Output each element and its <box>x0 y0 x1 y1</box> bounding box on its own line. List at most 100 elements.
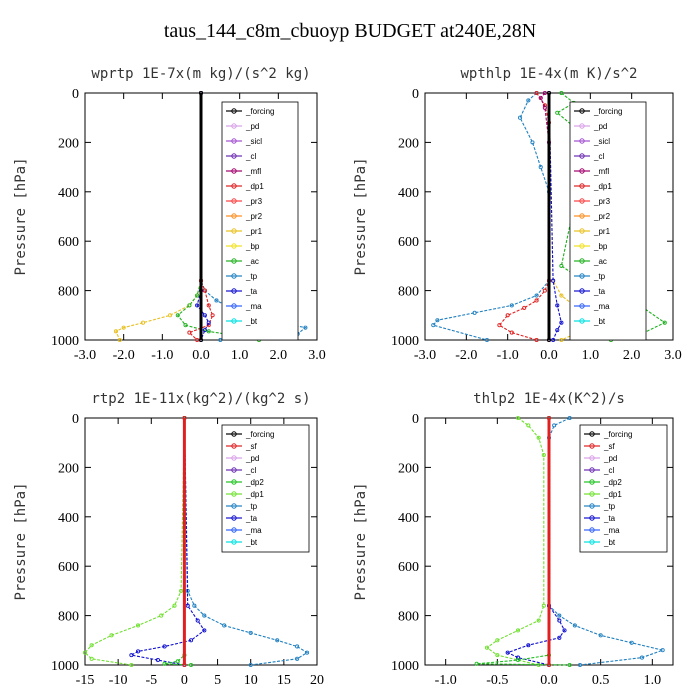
x-tick-label: 1.0 <box>231 348 249 363</box>
series-point <box>202 288 207 293</box>
series-line-dp1g <box>84 417 185 666</box>
series-point <box>534 293 539 298</box>
series-point <box>534 337 539 343</box>
series-point <box>195 303 200 308</box>
legend-marker <box>231 153 237 159</box>
series-point <box>562 628 567 633</box>
series-point <box>559 337 564 343</box>
y-tick-label: 0 <box>72 87 79 102</box>
legend-label: _ma <box>245 302 262 311</box>
legend-marker <box>579 228 585 234</box>
legend-label: _pr1 <box>245 227 263 236</box>
series-point <box>577 662 583 668</box>
series-point <box>515 628 521 633</box>
legend-label: _ma <box>603 526 620 535</box>
series-point <box>295 656 300 661</box>
series-point <box>639 655 645 660</box>
legend-marker <box>231 288 237 294</box>
legend-label: _ac <box>593 257 607 266</box>
x-tick-label: 1.0 <box>582 348 600 363</box>
series-point <box>552 423 557 428</box>
series-point <box>660 648 665 653</box>
series-line-tp <box>432 92 550 341</box>
legend-marker <box>231 243 237 249</box>
legend-marker <box>231 431 237 437</box>
series-point <box>518 115 523 120</box>
legend-label: _pr3 <box>593 197 611 206</box>
x-tick-label: -1.0 <box>497 348 519 363</box>
series-point <box>206 303 211 308</box>
x-tick-label: 0.0 <box>540 673 558 688</box>
legend-marker <box>231 168 237 174</box>
series-point <box>89 643 94 648</box>
series-point <box>135 649 141 654</box>
legend-marker <box>579 288 585 294</box>
series-point <box>559 293 564 298</box>
legend-marker <box>589 479 595 485</box>
series-point <box>183 323 188 328</box>
legend-label: _pr3 <box>245 197 263 206</box>
series-point <box>572 623 577 628</box>
y-tick-label: 1000 <box>51 334 79 349</box>
legend-label: _pd <box>593 122 607 131</box>
legend-marker <box>589 443 595 449</box>
legend-marker <box>579 258 585 264</box>
series-point <box>555 110 560 115</box>
series-point <box>526 98 531 103</box>
series-point <box>598 633 603 638</box>
legend-marker <box>231 303 237 309</box>
series-point <box>546 662 552 668</box>
series-point <box>495 653 500 658</box>
y-tick-label: 400 <box>58 186 79 201</box>
series-point <box>222 623 227 628</box>
series-point <box>497 323 502 328</box>
legend-label: _tp <box>603 502 616 511</box>
legend-label: _pr1 <box>593 227 611 236</box>
series-point <box>187 330 192 335</box>
series-point <box>546 90 552 96</box>
legend-label: _bt <box>603 538 616 547</box>
series-point <box>189 662 194 668</box>
legend-marker <box>589 467 595 473</box>
panel-3: rtp2 1E-11x(kg^2)/(kg^2 s) Pressure [hPa]… <box>13 391 324 688</box>
legend-marker <box>579 108 585 114</box>
series-point <box>192 603 197 608</box>
x-tick-label: -10 <box>109 673 128 688</box>
series-point <box>526 643 531 648</box>
series-point <box>662 320 667 325</box>
figure-title: taus_144_c8m_cbuoyp BUDGET at240E,28N <box>163 20 537 42</box>
legend-label: _dp1 <box>593 182 612 191</box>
x-tick-label: -3.0 <box>414 348 436 363</box>
legend-label: _forcing <box>245 107 274 116</box>
series-point <box>495 638 500 643</box>
x-tick-label: 0.0 <box>540 348 558 363</box>
series-point <box>175 313 180 318</box>
series-point <box>198 90 204 96</box>
series-point <box>162 661 167 666</box>
series-point <box>538 165 543 170</box>
legend-label: _tp <box>593 272 606 281</box>
series-point <box>546 415 552 421</box>
series-point <box>472 310 477 315</box>
series-point <box>210 313 215 318</box>
legend-label: _bt <box>245 538 258 547</box>
series-point <box>567 415 572 421</box>
series-line-tp <box>548 417 665 666</box>
y-tick-label: 600 <box>58 235 79 250</box>
series-point <box>117 337 122 343</box>
series-point <box>202 628 207 633</box>
legend-label: _forcing <box>603 430 632 439</box>
legend-label: _pd <box>245 122 259 131</box>
series-point <box>431 323 436 328</box>
series-point <box>195 337 200 343</box>
legend-label: _bt <box>245 317 258 326</box>
legend-marker <box>579 318 585 324</box>
legend-label: _pd <box>603 454 617 463</box>
legend-label: _sicl <box>245 137 262 146</box>
series-point <box>542 105 547 110</box>
legend-marker <box>579 303 585 309</box>
legend-marker <box>231 467 237 473</box>
legend-marker <box>579 168 585 174</box>
panel-title: wprtp 1E-7x(m kg)/(s^2 kg) <box>91 66 310 82</box>
y-tick-label: 0 <box>72 412 79 427</box>
